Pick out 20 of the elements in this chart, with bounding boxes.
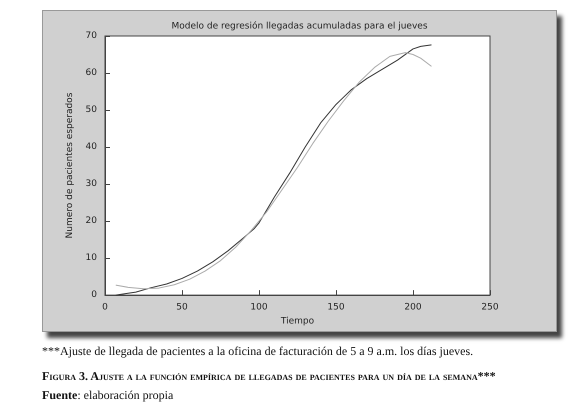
y-tick-label: 60: [86, 68, 98, 78]
y-tick-label: 10: [86, 253, 98, 264]
x-axis-title: Tiempo: [280, 316, 315, 326]
source-note: Fuente: elaboración propia: [42, 388, 174, 403]
x-tick-label: 150: [327, 302, 345, 313]
x-tick-label: 250: [481, 302, 499, 313]
chart-title: Modelo de regresión llegadas acumuladas para el jueves: [171, 20, 428, 32]
text: Figura 3. Ajuste a la función empírica de llegadas de pacientes para un día de la semana***: [42, 369, 497, 384]
y-tick-label: 70: [86, 31, 98, 41]
y-tick-label: 0: [91, 290, 98, 300]
y-tick-label: 20: [86, 216, 98, 226]
y-tick-label: 50: [86, 105, 98, 116]
y-tick-label: 30: [86, 179, 98, 190]
y-axis-title: Numero de pacientes esperados: [65, 92, 76, 238]
x-tick-label: 50: [176, 302, 188, 313]
x-tick-label: 200: [404, 302, 422, 313]
text: ***Ajuste de llegada de pacientes a la oficina de facturación de 5 a 9 a.m. los días jueves.: [42, 344, 474, 359]
x-tick-label: 0: [102, 302, 108, 313]
y-tick-label: 40: [86, 142, 98, 152]
x-tick-label: 100: [250, 302, 268, 313]
